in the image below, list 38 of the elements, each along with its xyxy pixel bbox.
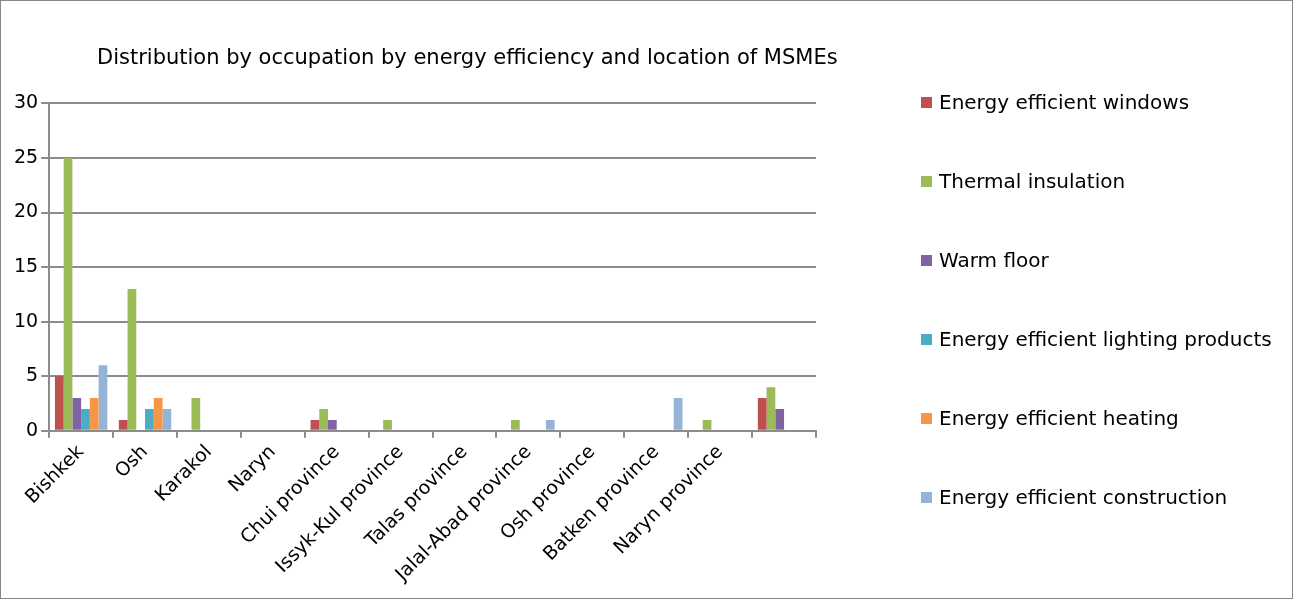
bar [89,398,99,430]
legend-label: Warm floor [939,247,1049,274]
bar [673,398,683,430]
legend-label: Energy efficient heating [939,405,1179,432]
y-tick-label: 15 [13,254,39,277]
x-tick-label: Osh [109,439,152,482]
bar [191,398,201,430]
bar [72,398,82,430]
bar [383,419,392,430]
y-tick-label: 0 [26,417,39,440]
legend-label: Energy efficient windows [939,89,1190,116]
bar [545,419,555,430]
legend-label: Energy efficient lighting products [939,326,1272,353]
bar [127,288,137,430]
bar [153,398,163,430]
legend-label: Thermal insulation [939,168,1126,195]
bar [162,409,172,430]
legend-label: Energy efficient construction [939,484,1228,511]
bar [757,398,767,430]
bar [54,376,64,430]
y-tick-label: 5 [26,363,39,386]
bar [766,387,776,430]
y-tick-label: 10 [13,308,39,331]
bar [702,419,712,430]
y-tick-label: 30 [13,90,39,113]
bar [98,365,108,430]
bar [63,157,73,430]
bar [118,419,128,430]
y-tick-label: 25 [13,144,39,167]
bar [81,409,90,430]
y-tick-label: 20 [13,199,39,222]
bar [775,409,785,430]
bar [510,419,520,430]
bar [319,409,328,430]
chart-title: Distribution by occupation by energy efficiency and location of MSMEs [97,45,838,69]
bar [328,419,337,430]
bar [310,419,320,430]
bar [145,409,154,430]
